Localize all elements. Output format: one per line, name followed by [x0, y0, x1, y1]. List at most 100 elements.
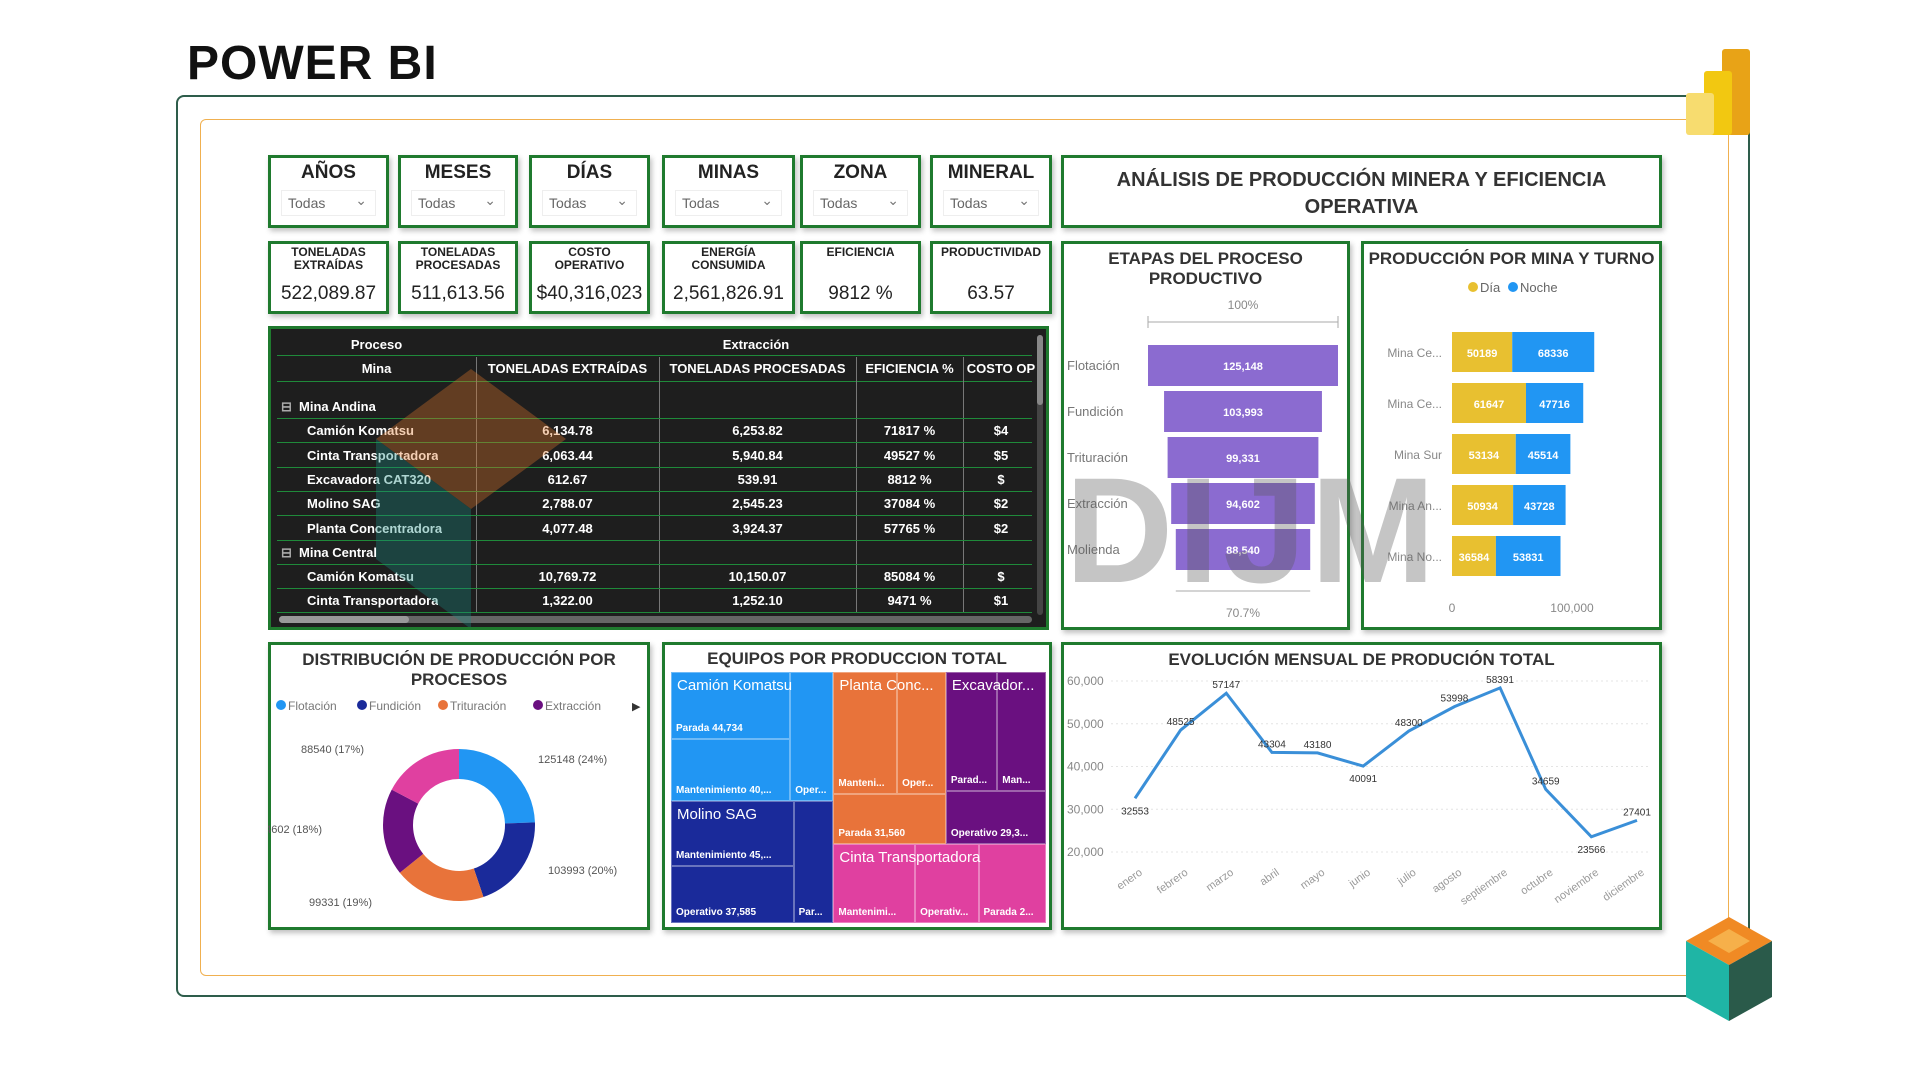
- funnel-value-label: 103,993: [1223, 407, 1263, 419]
- cell-value: $1: [993, 593, 1009, 609]
- column-header[interactable]: EFICIENCIA %: [865, 361, 954, 376]
- kpi-card: PRODUCTIVIDAD 63.57: [930, 241, 1052, 314]
- filter-value: Todas: [820, 195, 858, 211]
- treemap-cell[interactable]: Parada 2...: [978, 844, 1046, 923]
- column-header[interactable]: COSTO OP: [966, 361, 1036, 376]
- funnel-category-label: Trituración: [1067, 450, 1128, 465]
- filter-dropdown[interactable]: Todas ⌄: [675, 190, 782, 216]
- vertical-scrollbar[interactable]: [1037, 335, 1043, 615]
- powerbi-logo-icon: [1686, 49, 1750, 135]
- chevron-down-icon: ⌄: [1018, 192, 1030, 208]
- line-series: [1133, 685, 1638, 839]
- cell-value: $5: [993, 447, 1009, 463]
- column-header[interactable]: TONELADAS PROCESADAS: [669, 361, 846, 376]
- x-tick-label: septiembre: [1458, 867, 1509, 908]
- y-tick-label: 50,000: [1067, 717, 1104, 731]
- kpi-value: 511,613.56: [411, 283, 505, 304]
- column-divider: [659, 357, 660, 613]
- funnel-bar: [1171, 483, 1315, 524]
- filter-dropdown[interactable]: Todas ⌄: [943, 190, 1039, 216]
- bar-value-label: 53831: [1513, 552, 1544, 564]
- treemap-cell[interactable]: Operativo 37,585: [671, 866, 794, 923]
- bar-segment: [1452, 332, 1513, 372]
- treemap-cell[interactable]: Manteni...: [833, 672, 898, 795]
- table-row: Cinta Transportadora 1,322.00 1,252.10 9471…: [277, 589, 1032, 614]
- bar-segment: [1452, 485, 1514, 525]
- treemap-cell[interactable]: Oper...: [897, 672, 946, 795]
- y-tick-label: 30,000: [1067, 802, 1104, 816]
- bar-chart[interactable]: Día Noche Mina Ce... 50189 68336 Mina Ce... 61…: [1361, 241, 1662, 630]
- treemap-cell[interactable]: Oper...: [790, 672, 834, 801]
- treemap-cell[interactable]: Parada 44,734: [671, 672, 791, 740]
- filter-dropdown[interactable]: Todas ⌄: [542, 190, 637, 216]
- bar-title: PRODUCCIÓN POR MINA Y TURNO: [1368, 249, 1655, 268]
- treemap-cell[interactable]: Mantenimiento 40,...: [671, 739, 791, 801]
- cell-value: $: [997, 569, 1005, 585]
- treemap-chart[interactable]: Parada 44,734 Mantenimiento 40,... Oper...…: [671, 672, 1046, 923]
- bar-value-label: 36584: [1459, 552, 1490, 564]
- cell-value: $2: [993, 496, 1009, 512]
- filter-dropdown[interactable]: Todas ⌄: [411, 190, 505, 216]
- y-tick-label: 60,000: [1067, 674, 1104, 688]
- funnel-top-label: 100%: [1228, 298, 1259, 312]
- page-title: POWER BI: [187, 37, 438, 90]
- treemap-cell[interactable]: Mantenimi...: [833, 844, 916, 923]
- cell-value: 9471 %: [887, 593, 932, 609]
- legend-label: Fundición: [369, 699, 421, 713]
- legend-label: Día: [1480, 280, 1501, 295]
- treemap-cell-label: Parada 2...: [983, 906, 1034, 918]
- treemap-cell[interactable]: Parad...: [945, 672, 998, 791]
- bar-segment: [1452, 383, 1526, 423]
- filter-value: Todas: [950, 195, 988, 211]
- table-row: Cinta Transportadora 6,063.44 5,940.84 4952…: [277, 444, 1032, 468]
- treemap-group-label: Cinta Transportadora: [839, 849, 981, 867]
- bar-category-label: Mina Ce...: [1387, 346, 1442, 360]
- filter-dropdown[interactable]: Todas ⌄: [281, 190, 376, 216]
- funnel-chart[interactable]: 100% 125,148 Flotación 103,993 Fundición 99,3…: [1061, 241, 1350, 630]
- line-data-label: 53998: [1441, 694, 1469, 705]
- filter-1: MESES Todas ⌄: [398, 155, 518, 228]
- cell-value: 3,924.37: [732, 520, 783, 536]
- cell-value: 2,788.07: [542, 496, 593, 512]
- treemap-cell-label: Parad...: [950, 774, 988, 786]
- cell-value: 10,769.72: [538, 569, 597, 585]
- treemap-cell[interactable]: Par...: [793, 800, 834, 923]
- chevron-down-icon: ⌄: [616, 192, 628, 208]
- funnel-value-label: 88,540: [1226, 545, 1260, 557]
- column-header[interactable]: TONELADAS EXTRAÍDAS: [487, 361, 648, 376]
- filter-value: Todas: [418, 195, 456, 211]
- collapse-icon[interactable]: ⊟: [281, 399, 292, 414]
- donut-chart[interactable]: Flotación Fundición Trituración Extracción ▶…: [268, 642, 650, 930]
- filter-dropdown[interactable]: Todas ⌄: [813, 190, 908, 216]
- treemap-cell-label: Manteni...: [838, 778, 885, 790]
- line-chart[interactable]: 60,000 50,000 40,000 30,000 20,000 32553 enero…: [1061, 642, 1662, 930]
- filter-label: MESES: [424, 162, 492, 183]
- kpi-label: TONELADAS EXTRAÍDAS: [291, 245, 366, 272]
- donut-slice: [473, 822, 535, 897]
- line-data-label: 43180: [1304, 740, 1332, 751]
- treemap-cell[interactable]: Mantenimiento 45,...: [671, 800, 794, 866]
- line-data-label: 43304: [1258, 739, 1286, 750]
- bar-value-label: 68336: [1538, 348, 1569, 360]
- treemap-cell[interactable]: Man...: [997, 672, 1046, 791]
- treemap-cell[interactable]: Operativo 29,3...: [945, 790, 1046, 845]
- table-row: Excavadora CAT320 612.67 539.91 8812 % $: [277, 468, 1032, 492]
- bar-category-label: Mina An...: [1389, 499, 1442, 513]
- group-header-extraccion: Extracción: [722, 337, 790, 352]
- row-group-name: Mina Central: [299, 544, 378, 560]
- table-row: ⊟ Mina Central: [277, 541, 1032, 565]
- bar-segment: [1525, 383, 1584, 423]
- collapse-icon[interactable]: ⊟: [281, 544, 292, 560]
- funnel-category-label: Molienda: [1067, 542, 1121, 557]
- filter-label: MINERAL: [947, 162, 1035, 183]
- production-matrix[interactable]: Proceso Mina Extracción TONELADAS EXTRAÍ…: [268, 326, 1049, 630]
- y-tick-label: 20,000: [1067, 845, 1104, 859]
- treemap-cell[interactable]: Operativ...: [915, 844, 979, 923]
- line-data-label: 57147: [1212, 680, 1240, 691]
- kpi-label: COSTO OPERATIVO: [554, 245, 625, 272]
- horizontal-scrollbar[interactable]: [279, 616, 1032, 623]
- x-tick-label: febrero: [1155, 867, 1190, 897]
- donut-slice: [383, 789, 424, 873]
- treemap-cell[interactable]: Parada 31,560: [833, 794, 946, 845]
- filter-0: AÑOS Todas ⌄: [268, 155, 389, 228]
